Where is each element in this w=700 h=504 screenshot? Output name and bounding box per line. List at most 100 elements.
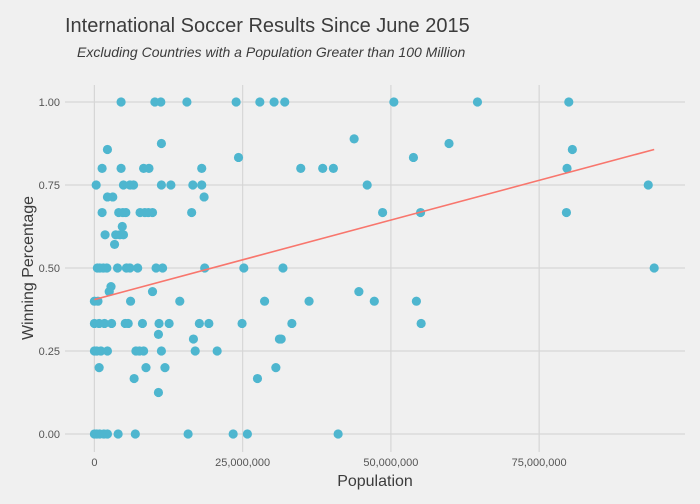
data-point bbox=[562, 163, 572, 173]
data-point bbox=[112, 263, 123, 273]
data-point bbox=[99, 318, 110, 329]
data-point bbox=[100, 230, 110, 240]
data-point bbox=[369, 296, 379, 306]
data-point bbox=[175, 296, 185, 306]
data-point bbox=[116, 163, 126, 173]
data-point bbox=[197, 163, 207, 173]
data-point bbox=[304, 296, 314, 306]
data-point bbox=[362, 180, 372, 190]
data-point bbox=[160, 363, 170, 373]
data-point bbox=[153, 387, 164, 398]
data-point bbox=[349, 134, 359, 144]
data-point bbox=[130, 429, 140, 439]
data-point bbox=[252, 373, 263, 384]
data-point bbox=[118, 230, 129, 240]
data-point bbox=[561, 207, 572, 218]
data-point bbox=[144, 163, 154, 173]
chart-title: International Soccer Results Since June … bbox=[65, 15, 470, 37]
data-point bbox=[389, 97, 399, 107]
data-point bbox=[139, 346, 149, 356]
y-tick-label: 0.75 bbox=[39, 180, 60, 192]
data-point bbox=[276, 334, 286, 344]
data-point bbox=[280, 97, 290, 107]
data-point bbox=[318, 163, 328, 173]
data-point bbox=[228, 429, 238, 439]
data-point bbox=[328, 163, 338, 173]
data-point bbox=[212, 346, 222, 356]
data-point bbox=[121, 207, 131, 218]
data-point bbox=[106, 318, 117, 329]
trend-line-group bbox=[94, 148, 655, 301]
data-point bbox=[333, 429, 343, 439]
data-point bbox=[154, 318, 164, 329]
data-point bbox=[296, 163, 306, 173]
data-point bbox=[199, 192, 209, 202]
x-tick-label: 75,000,000 bbox=[512, 457, 567, 469]
data-point bbox=[183, 429, 193, 439]
data-point bbox=[231, 97, 241, 107]
data-point bbox=[416, 318, 426, 329]
data-point bbox=[118, 180, 129, 190]
data-point bbox=[156, 346, 167, 356]
data-point bbox=[96, 346, 106, 356]
data-point bbox=[123, 318, 133, 329]
x-tick-label: 25,000,000 bbox=[215, 457, 270, 469]
data-point bbox=[194, 318, 204, 329]
y-tick-label: 0.25 bbox=[39, 346, 60, 358]
x-tick-label: 0 bbox=[91, 457, 97, 469]
data-point bbox=[204, 318, 214, 329]
y-axis-label: Winning Percentage bbox=[20, 196, 37, 340]
data-point bbox=[156, 180, 167, 190]
data-point bbox=[117, 221, 127, 232]
data-point bbox=[102, 346, 113, 356]
data-point bbox=[116, 97, 126, 107]
y-axis-ticks: 0.00 0.25 0.50 0.75 1.00 bbox=[39, 97, 60, 441]
data-point bbox=[147, 207, 158, 218]
data-point bbox=[242, 429, 252, 439]
data-point bbox=[564, 97, 574, 107]
data-point bbox=[137, 318, 148, 329]
data-point bbox=[125, 296, 136, 306]
data-point bbox=[444, 138, 454, 149]
y-tick-label: 0.00 bbox=[39, 429, 60, 441]
y-tick-label: 1.00 bbox=[39, 97, 60, 109]
data-point bbox=[643, 180, 653, 190]
data-point bbox=[278, 263, 288, 273]
data-point bbox=[156, 138, 167, 149]
data-point bbox=[147, 286, 158, 297]
data-point bbox=[188, 180, 198, 190]
data-point bbox=[237, 318, 247, 329]
data-point bbox=[271, 363, 281, 373]
data-point bbox=[133, 263, 143, 273]
data-point bbox=[188, 334, 199, 344]
data-point bbox=[287, 318, 297, 329]
data-point bbox=[649, 263, 659, 273]
data-point bbox=[151, 263, 161, 273]
data-point bbox=[354, 286, 364, 297]
data-point bbox=[128, 180, 139, 190]
data-point bbox=[102, 429, 113, 439]
data-point bbox=[156, 97, 166, 107]
data-point bbox=[113, 429, 123, 439]
data-point bbox=[255, 97, 265, 107]
x-axis-label: Population bbox=[337, 473, 413, 490]
chart-subtitle: Excluding Countries with a Population Gr… bbox=[77, 44, 466, 60]
data-point bbox=[157, 263, 168, 273]
data-point bbox=[94, 363, 104, 373]
data-point bbox=[141, 363, 151, 373]
x-axis-ticks: 0 25,000,000 50,000,000 75,000,000 bbox=[91, 457, 566, 469]
data-point bbox=[125, 263, 135, 273]
data-point bbox=[377, 207, 388, 218]
data-point bbox=[269, 97, 279, 107]
x-tick-label: 50,000,000 bbox=[363, 457, 418, 469]
data-point bbox=[97, 163, 107, 173]
data-point bbox=[408, 152, 419, 163]
trend-line bbox=[94, 148, 655, 301]
data-point bbox=[104, 286, 114, 297]
data-point bbox=[187, 207, 197, 218]
data-point bbox=[567, 144, 577, 155]
data-point bbox=[233, 152, 244, 163]
data-point bbox=[102, 263, 112, 273]
